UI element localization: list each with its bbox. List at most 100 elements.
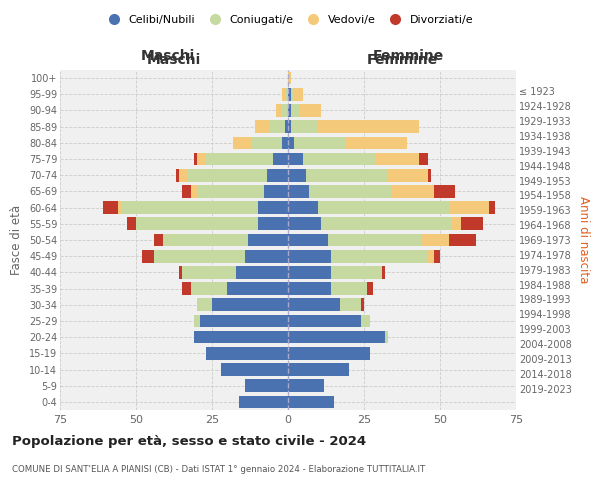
Bar — [221, 363, 288, 376]
Bar — [288, 282, 331, 295]
Bar — [285, 120, 288, 133]
Bar — [346, 136, 407, 149]
Bar — [288, 347, 370, 360]
Bar — [331, 266, 382, 278]
Bar — [288, 218, 322, 230]
Text: Femmine: Femmine — [373, 48, 443, 62]
Bar — [236, 266, 288, 278]
Bar — [422, 234, 449, 246]
Bar — [206, 152, 273, 166]
Bar — [291, 104, 300, 117]
Bar — [391, 185, 434, 198]
Bar — [449, 202, 488, 214]
Bar — [197, 185, 263, 198]
Bar — [179, 169, 188, 181]
Bar — [282, 104, 288, 117]
Bar — [197, 152, 206, 166]
Bar — [288, 152, 303, 166]
Bar — [254, 120, 270, 133]
Bar — [121, 202, 257, 214]
Bar — [282, 136, 288, 149]
Bar — [127, 218, 136, 230]
Y-axis label: Fasce di età: Fasce di età — [10, 205, 23, 275]
Bar — [179, 266, 182, 278]
Text: Femmine: Femmine — [367, 53, 437, 67]
Bar — [191, 282, 227, 295]
Bar — [434, 250, 440, 262]
Bar — [257, 202, 288, 214]
Bar — [288, 298, 340, 311]
Bar — [288, 202, 319, 214]
Bar — [300, 104, 322, 117]
Bar — [245, 380, 288, 392]
Bar — [288, 363, 349, 376]
Bar — [328, 234, 422, 246]
Bar — [488, 202, 495, 214]
Bar — [385, 331, 388, 344]
Bar — [197, 298, 212, 311]
Bar — [288, 120, 291, 133]
Bar — [288, 314, 361, 328]
Bar — [136, 218, 257, 230]
Bar — [239, 396, 288, 408]
Bar — [376, 152, 419, 166]
Bar — [257, 218, 288, 230]
Bar — [367, 282, 373, 295]
Bar — [154, 234, 163, 246]
Bar — [294, 136, 346, 149]
Bar — [331, 250, 428, 262]
Bar — [382, 266, 385, 278]
Bar — [288, 72, 291, 85]
Bar — [361, 298, 364, 311]
Bar — [361, 314, 370, 328]
Bar — [206, 347, 288, 360]
Bar — [288, 104, 291, 117]
Bar — [288, 234, 328, 246]
Bar — [288, 380, 325, 392]
Bar — [163, 234, 248, 246]
Bar — [319, 202, 449, 214]
Bar — [182, 282, 191, 295]
Bar — [288, 396, 334, 408]
Bar — [251, 136, 282, 149]
Y-axis label: Anni di nascita: Anni di nascita — [577, 196, 590, 284]
Bar — [194, 152, 197, 166]
Bar — [142, 250, 154, 262]
Bar — [288, 136, 294, 149]
Bar — [194, 331, 288, 344]
Bar — [288, 250, 331, 262]
Bar — [288, 169, 306, 181]
Bar — [212, 298, 288, 311]
Bar — [288, 331, 385, 344]
Bar — [461, 218, 482, 230]
Bar — [248, 234, 288, 246]
Bar — [182, 185, 191, 198]
Bar — [331, 282, 367, 295]
Text: Maschi: Maschi — [147, 53, 201, 67]
Bar — [227, 282, 288, 295]
Bar — [306, 169, 388, 181]
Bar — [322, 218, 452, 230]
Bar — [419, 152, 428, 166]
Bar — [428, 169, 431, 181]
Bar — [309, 185, 391, 198]
Bar — [118, 202, 121, 214]
Bar — [285, 88, 288, 101]
Bar — [267, 169, 288, 181]
Bar — [176, 169, 179, 181]
Bar — [103, 202, 118, 214]
Bar — [288, 88, 291, 101]
Bar — [233, 136, 251, 149]
Bar — [340, 298, 361, 311]
Bar — [294, 88, 303, 101]
Bar — [270, 120, 285, 133]
Bar — [428, 250, 434, 262]
Bar — [288, 185, 309, 198]
Text: COMUNE DI SANT'ELIA A PIANISI (CB) - Dati ISTAT 1° gennaio 2024 - Elaborazione T: COMUNE DI SANT'ELIA A PIANISI (CB) - Dat… — [12, 465, 425, 474]
Bar — [182, 266, 236, 278]
Bar — [263, 185, 288, 198]
Bar — [303, 152, 376, 166]
Bar — [276, 104, 282, 117]
Bar — [154, 250, 245, 262]
Text: Popolazione per età, sesso e stato civile - 2024: Popolazione per età, sesso e stato civil… — [12, 435, 366, 448]
